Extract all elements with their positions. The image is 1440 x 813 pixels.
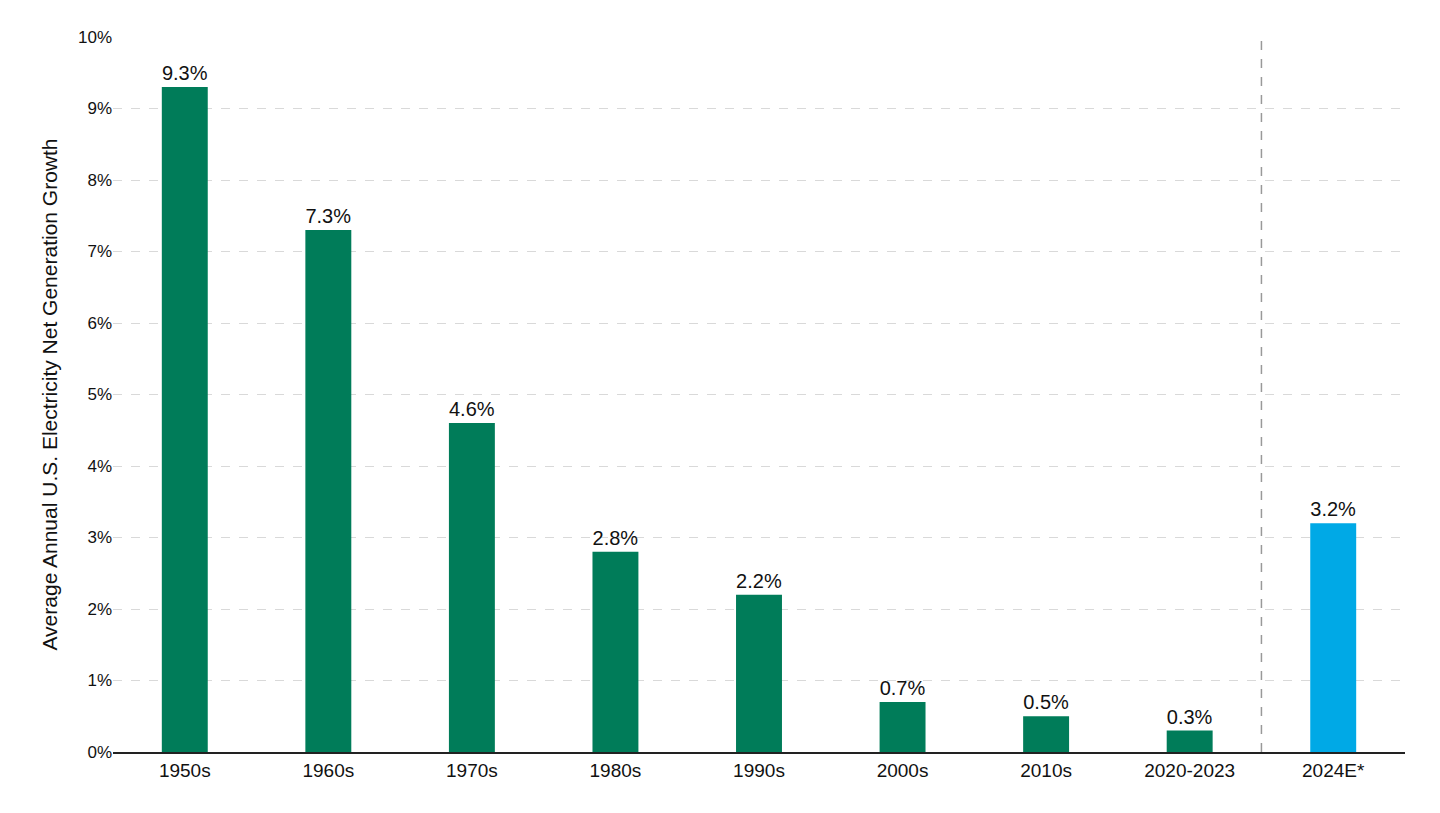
svg-text:8%: 8% — [87, 171, 112, 190]
svg-text:1960s: 1960s — [302, 760, 354, 781]
svg-text:1970s: 1970s — [446, 760, 498, 781]
svg-text:2020-2023: 2020-2023 — [1144, 760, 1235, 781]
svg-text:1%: 1% — [87, 671, 112, 690]
svg-text:2.8%: 2.8% — [593, 527, 639, 549]
svg-text:9%: 9% — [87, 99, 112, 118]
svg-text:1950s: 1950s — [159, 760, 211, 781]
svg-text:0.3%: 0.3% — [1167, 706, 1213, 728]
svg-text:2024E*: 2024E* — [1302, 760, 1365, 781]
svg-text:6%: 6% — [87, 314, 112, 333]
svg-text:3.2%: 3.2% — [1310, 498, 1356, 520]
svg-text:2000s: 2000s — [877, 760, 929, 781]
svg-text:10%: 10% — [78, 28, 112, 47]
svg-text:7.3%: 7.3% — [305, 205, 351, 227]
svg-text:0.7%: 0.7% — [880, 677, 926, 699]
svg-text:0%: 0% — [87, 743, 112, 762]
svg-text:9.3%: 9.3% — [162, 62, 208, 84]
svg-text:4%: 4% — [87, 457, 112, 476]
svg-text:1990s: 1990s — [733, 760, 785, 781]
svg-text:2010s: 2010s — [1020, 760, 1072, 781]
svg-text:7%: 7% — [87, 242, 112, 261]
svg-text:2.2%: 2.2% — [736, 570, 782, 592]
svg-text:4.6%: 4.6% — [449, 398, 495, 420]
svg-text:5%: 5% — [87, 385, 112, 404]
svg-text:2%: 2% — [87, 600, 112, 619]
svg-text:0.5%: 0.5% — [1023, 691, 1069, 713]
svg-text:1980s: 1980s — [590, 760, 642, 781]
svg-text:3%: 3% — [87, 528, 112, 547]
svg-text:Average Annual U.S. Electricit: Average Annual U.S. Electricity Net Gene… — [38, 138, 61, 650]
